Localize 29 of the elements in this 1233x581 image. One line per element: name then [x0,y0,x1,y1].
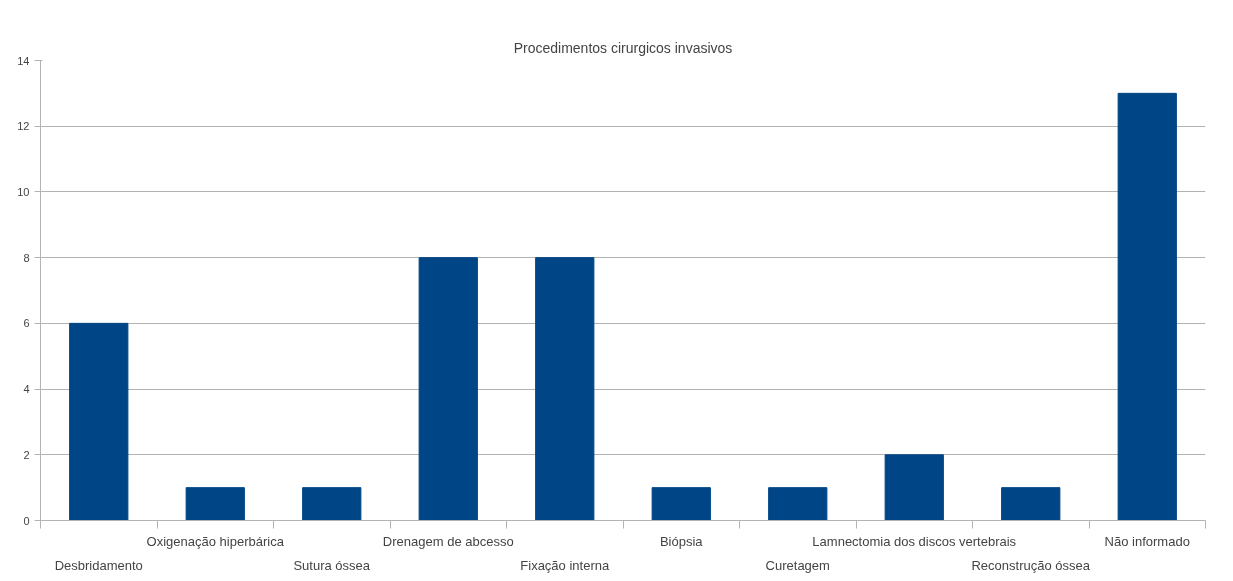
x-tick-label: Não informado [1104,533,1190,549]
bar [535,257,595,521]
x-tick-label: Reconstrução óssea [971,557,1091,573]
bar [69,322,129,521]
y-tick-label: 14 [17,54,30,67]
y-tick-label: 0 [23,514,30,527]
bar [185,487,245,521]
y-tick-label: 10 [17,185,30,198]
y-tick-label: 2 [23,448,30,461]
bar [651,487,711,521]
bar [302,487,362,521]
x-tick-label: Curetagem [765,557,830,573]
chart-title: Procedimentos cirurgicos invasivos [513,39,733,56]
bar [768,487,828,521]
y-tick-label: 8 [23,251,30,264]
y-tick-label: 12 [17,120,30,133]
bar [418,257,478,521]
x-tick-label: Fixação interna [520,557,610,573]
y-tick-label: 4 [23,383,30,396]
bar [1001,487,1061,521]
x-tick-label: Oxigenação hiperbárica [146,533,285,549]
bar [1117,92,1177,521]
bar [884,454,944,521]
x-tick-label: Lamnectomia dos discos vertebrais [812,533,1017,549]
x-tick-label: Sutura óssea [293,557,371,573]
x-tick-label: Drenagem de abcesso [382,533,514,549]
x-tick-label: Desbridamento [54,557,143,573]
x-tick-label: Biópsia [659,533,704,549]
y-tick-label: 6 [23,317,30,330]
